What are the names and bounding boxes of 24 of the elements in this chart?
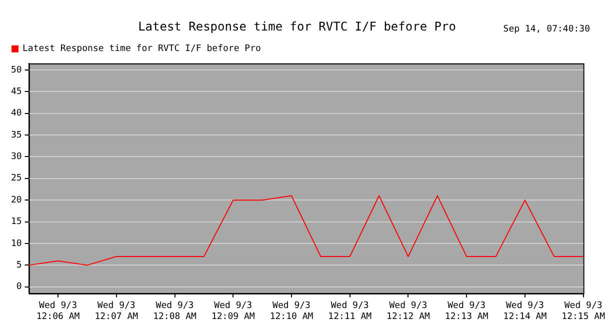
y-tick-label: 0 bbox=[16, 282, 22, 292]
y-tick-label: 10 bbox=[10, 238, 22, 249]
x-tick-label: Wed 9/3 12:15 AM bbox=[562, 301, 606, 322]
x-tick-label: Wed 9/3 12:11 AM bbox=[328, 301, 372, 322]
y-tick-label: 20 bbox=[10, 195, 22, 206]
x-tick-label: Wed 9/3 12:14 AM bbox=[503, 301, 548, 322]
y-tick-label: 30 bbox=[10, 152, 22, 162]
x-tick-label: Wed 9/3 12:06 AM bbox=[36, 301, 80, 322]
y-tick-label: 40 bbox=[10, 108, 22, 119]
y-tick-label: 25 bbox=[10, 174, 22, 184]
y-tick-label: 15 bbox=[10, 217, 22, 228]
x-tick-label: Wed 9/3 12:07 AM bbox=[94, 301, 139, 322]
legend-label: Latest Response time for RVTC I/F before Pro bbox=[22, 44, 261, 54]
x-tick-label: Wed 9/3 12:10 AM bbox=[270, 301, 314, 322]
chart-title: Latest Response time for RVTC I/F before Pro bbox=[138, 19, 456, 34]
text: Sep 14, 07:40:30 bbox=[503, 24, 590, 34]
x-tick-label: Wed 9/3 12:12 AM bbox=[386, 301, 430, 322]
y-tick-label: 35 bbox=[10, 130, 22, 140]
x-tick-label: Wed 9/3 12:09 AM bbox=[211, 301, 256, 322]
y-tick-label: 50 bbox=[10, 65, 22, 76]
y-tick-label: 45 bbox=[10, 86, 22, 97]
x-tick-label: Wed 9/3 12:13 AM bbox=[444, 301, 489, 322]
x-tick-label: Wed 9/3 12:08 AM bbox=[153, 301, 198, 322]
y-tick-label: 5 bbox=[16, 260, 22, 271]
